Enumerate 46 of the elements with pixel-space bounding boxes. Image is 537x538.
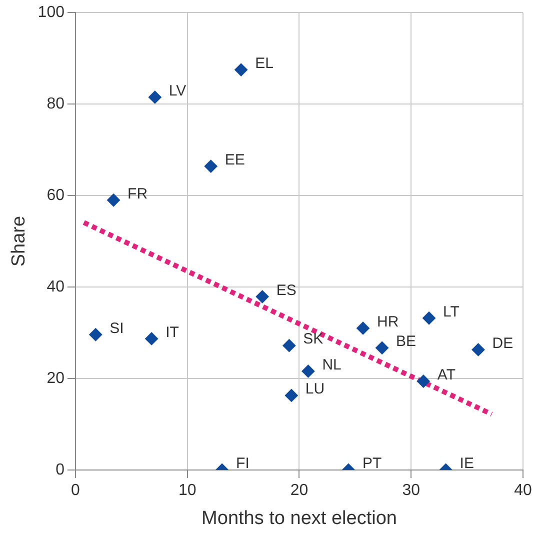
- annotation: IT: [166, 324, 179, 341]
- annotation: LV: [168, 82, 186, 100]
- annotation: EL: [255, 54, 274, 72]
- x-tick-label: 20: [290, 482, 308, 500]
- point: [472, 343, 485, 356]
- x-axis-title: Months to next election: [202, 508, 397, 529]
- y-tick-label: 0: [56, 461, 65, 478]
- annotation: NL: [322, 356, 342, 374]
- y-tick-label: 20: [46, 370, 65, 387]
- annotation: LU: [305, 380, 325, 398]
- y-tick-label: 80: [46, 95, 65, 112]
- point: [148, 90, 162, 104]
- annotation: SK: [303, 330, 324, 348]
- point: [204, 160, 218, 173]
- y-tick-label: 100: [38, 4, 65, 22]
- point: [256, 290, 269, 304]
- point: [107, 194, 120, 207]
- x-tick-label: 30: [402, 482, 420, 500]
- y-tick-label: 40: [46, 278, 65, 296]
- point: [89, 328, 102, 342]
- annotation: DE: [492, 334, 514, 352]
- annotation: AT: [437, 366, 456, 384]
- annotation: ES: [276, 282, 296, 299]
- y-axis-title: Share: [8, 216, 30, 267]
- point: [282, 339, 296, 352]
- annotation: FR: [128, 185, 148, 202]
- point: [234, 63, 248, 76]
- annotation: PT: [362, 455, 382, 472]
- annotation: HR: [377, 313, 399, 330]
- annotation: SI: [110, 320, 124, 337]
- y-tick-label: 60: [46, 186, 65, 204]
- x-tick-label: 40: [514, 482, 532, 500]
- x-tick-label: 0: [71, 482, 80, 500]
- point: [145, 332, 158, 346]
- annotation: LT: [443, 303, 460, 320]
- annotation: IE: [460, 455, 474, 472]
- point: [422, 312, 436, 325]
- point: [376, 341, 389, 354]
- point: [284, 388, 298, 402]
- point: [416, 374, 430, 388]
- annotation: FI: [236, 455, 250, 472]
- point: [356, 322, 370, 335]
- x-tick-label: 10: [178, 482, 196, 500]
- point: [302, 364, 315, 378]
- annotation: BE: [396, 333, 416, 350]
- annotation: EE: [224, 151, 245, 168]
